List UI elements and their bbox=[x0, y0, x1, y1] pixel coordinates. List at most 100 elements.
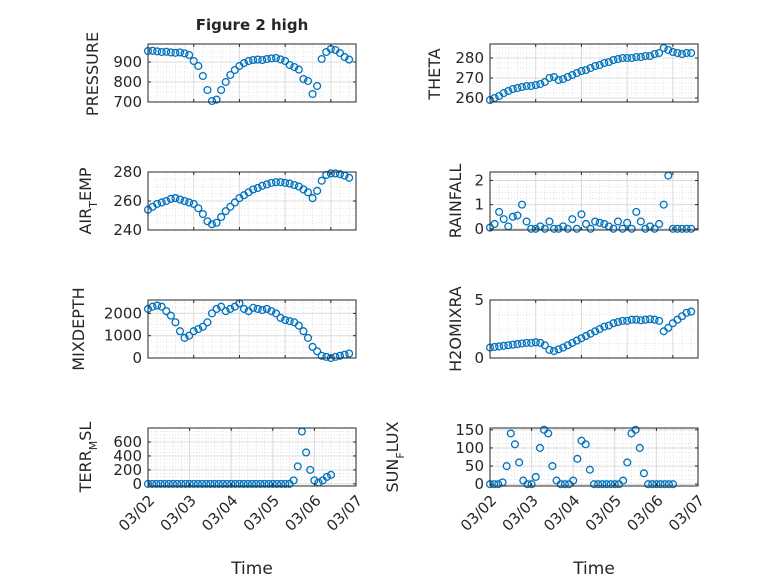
data-point bbox=[659, 43, 668, 53]
data-point bbox=[609, 224, 618, 233]
data-point bbox=[313, 347, 322, 356]
data-point bbox=[272, 479, 282, 488]
data-point bbox=[299, 74, 308, 84]
data-point bbox=[527, 224, 536, 233]
data-point bbox=[271, 309, 281, 318]
data-point bbox=[613, 54, 623, 64]
data-point bbox=[303, 188, 313, 197]
data-point bbox=[239, 479, 248, 488]
data-point bbox=[650, 49, 659, 59]
data-point bbox=[157, 198, 166, 207]
data-point bbox=[231, 479, 240, 488]
y-tick-label: 0 bbox=[474, 220, 484, 238]
data-point bbox=[600, 58, 609, 68]
data-point bbox=[285, 60, 294, 70]
data-point bbox=[193, 479, 202, 488]
data-point bbox=[326, 169, 335, 178]
y-tick-label: 400 bbox=[113, 447, 142, 465]
data-point bbox=[322, 352, 331, 361]
data-point bbox=[589, 480, 599, 489]
data-point bbox=[522, 217, 531, 226]
data-point bbox=[623, 53, 632, 63]
y-tick-label: 600 bbox=[113, 433, 142, 451]
data-point bbox=[652, 480, 661, 489]
data-point bbox=[645, 315, 655, 324]
data-point bbox=[572, 336, 581, 345]
subplot-1: 700 800 900 bbox=[113, 43, 357, 111]
data-point bbox=[345, 349, 354, 358]
data-point bbox=[618, 224, 627, 233]
data-point bbox=[262, 304, 271, 313]
subplot-grid: 7008009002602702802402602800120100020000… bbox=[104, 43, 708, 535]
data-point bbox=[549, 346, 559, 356]
data-point bbox=[513, 83, 522, 93]
data-point bbox=[577, 334, 586, 343]
data-point bbox=[577, 66, 586, 76]
data-point bbox=[243, 479, 252, 488]
data-point bbox=[600, 322, 609, 331]
data-point bbox=[157, 302, 166, 311]
subplot-2: 260 270 280 bbox=[455, 43, 699, 107]
data-point bbox=[641, 315, 650, 324]
data-point bbox=[249, 185, 258, 194]
data-point bbox=[153, 301, 162, 310]
data-point bbox=[635, 443, 644, 452]
data-point bbox=[504, 86, 513, 96]
data-point bbox=[260, 479, 269, 488]
data-point bbox=[235, 479, 244, 488]
data-point bbox=[294, 321, 303, 330]
axes-box bbox=[147, 43, 357, 103]
data-point bbox=[554, 75, 563, 85]
data-point bbox=[202, 479, 211, 488]
y-tick-label: 900 bbox=[113, 53, 142, 71]
axes-background bbox=[148, 428, 356, 486]
data-point bbox=[504, 341, 513, 350]
data-point bbox=[515, 458, 524, 467]
y-tick-label: 0 bbox=[132, 475, 142, 493]
axes-box bbox=[489, 171, 699, 231]
data-point bbox=[585, 465, 594, 474]
data-point bbox=[153, 47, 162, 56]
data-point bbox=[568, 338, 577, 347]
data-point bbox=[632, 315, 641, 324]
data-point bbox=[636, 217, 645, 226]
data-point bbox=[609, 55, 618, 65]
data-point bbox=[173, 479, 182, 488]
data-point bbox=[682, 224, 691, 233]
data-point bbox=[572, 68, 581, 78]
data-point bbox=[677, 224, 687, 233]
data-point bbox=[185, 331, 194, 340]
y-axis-label-sun-flux: SUNFLUX bbox=[383, 421, 407, 492]
data-point bbox=[536, 338, 545, 347]
data-point bbox=[645, 51, 655, 61]
data-point bbox=[168, 479, 178, 488]
data-point bbox=[212, 304, 221, 313]
axes-box bbox=[489, 43, 699, 103]
y-axis-label-mixdepth: MIXDEPTH bbox=[69, 287, 88, 370]
data-point bbox=[527, 338, 536, 347]
data-point bbox=[177, 479, 186, 488]
data-point bbox=[285, 179, 294, 188]
data-point bbox=[271, 178, 281, 187]
data-point bbox=[258, 181, 267, 190]
data-point bbox=[563, 72, 572, 82]
data-point bbox=[559, 74, 568, 84]
data-point bbox=[510, 440, 520, 449]
data-point bbox=[217, 302, 226, 311]
data-point bbox=[214, 479, 223, 488]
data-point bbox=[217, 85, 226, 95]
data-point bbox=[499, 341, 508, 350]
data-point bbox=[281, 479, 290, 488]
data-point bbox=[636, 52, 645, 62]
data-point bbox=[595, 60, 604, 70]
data-point bbox=[495, 207, 504, 216]
data-point bbox=[194, 324, 203, 334]
data-point bbox=[540, 224, 549, 233]
data-point bbox=[495, 342, 504, 351]
subplot-6: 05 bbox=[474, 291, 699, 367]
data-point bbox=[247, 479, 257, 488]
data-point bbox=[490, 342, 499, 352]
data-point bbox=[281, 56, 290, 66]
data-point bbox=[650, 315, 659, 324]
